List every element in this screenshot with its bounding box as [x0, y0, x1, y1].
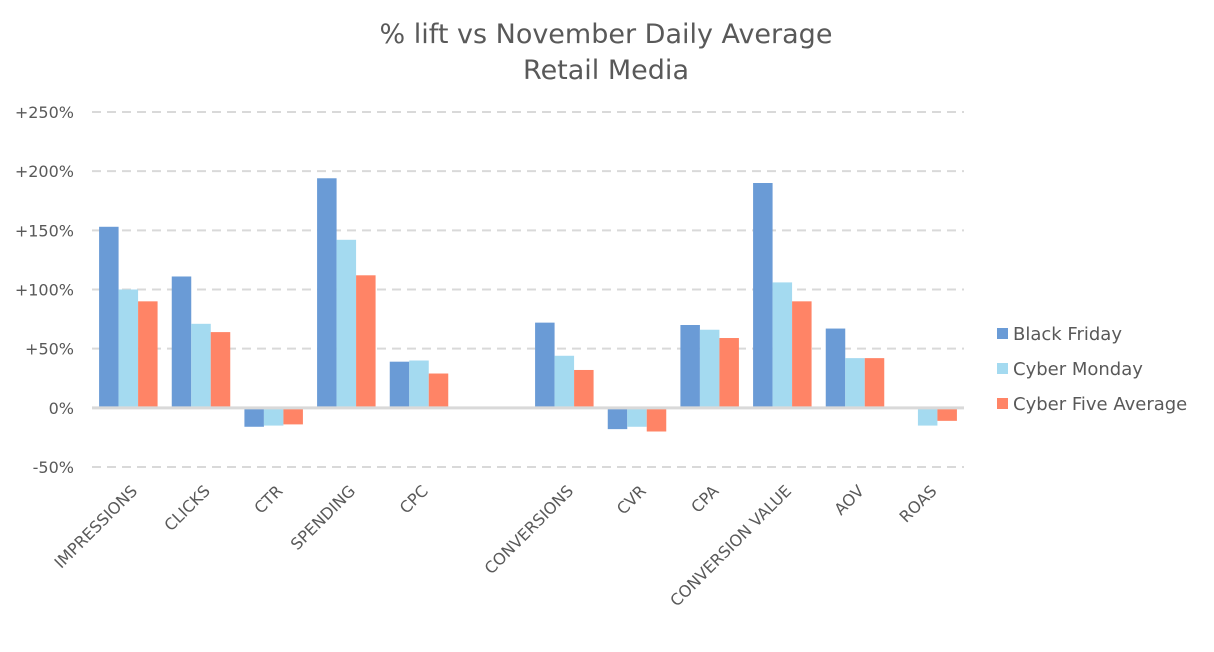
x-category-label: CTR	[250, 481, 286, 517]
bar	[138, 301, 158, 408]
bar	[283, 407, 303, 425]
y-tick-label: -50%	[33, 458, 74, 477]
x-axis-categories: IMPRESSIONS CLICKS CTR SPENDING CPC CONVERSIO…	[51, 481, 941, 610]
y-tick-label: +150%	[15, 221, 74, 240]
bar	[699, 329, 720, 408]
x-category-label: CLICKS	[160, 481, 213, 534]
bar	[336, 239, 357, 408]
bar	[535, 322, 555, 408]
y-axis-ticks: -50% 0% +50% +100% +150% +200% +250%	[15, 103, 74, 477]
chart-title: % lift vs November Daily Average	[380, 19, 833, 50]
y-tick-label: +250%	[15, 103, 74, 122]
bar	[191, 323, 211, 408]
legend-label: Cyber Monday	[1013, 359, 1143, 380]
legend: Black Friday Cyber Monday Cyber Five Avera…	[997, 324, 1187, 415]
bar	[263, 407, 284, 426]
legend-swatch	[997, 398, 1008, 409]
bars	[99, 178, 957, 432]
bar	[845, 358, 865, 408]
bar	[118, 289, 139, 408]
bar	[825, 328, 846, 408]
chart-subtitle: Retail Media	[523, 55, 689, 86]
bar	[317, 178, 337, 408]
y-tick-label: 0%	[49, 399, 74, 418]
x-category-label: CPA	[687, 481, 722, 516]
gridlines	[92, 111, 964, 468]
legend-swatch	[997, 328, 1008, 339]
bar	[753, 183, 773, 408]
bar	[772, 282, 793, 408]
y-tick-label: +50%	[25, 340, 74, 359]
bar	[99, 226, 119, 408]
bar	[356, 275, 376, 408]
bar	[719, 338, 739, 408]
legend-swatch	[997, 363, 1008, 374]
x-category-label: CPC	[396, 481, 432, 517]
bar	[937, 407, 957, 421]
legend-label: Black Friday	[1013, 324, 1122, 345]
x-category-label: CONVERSION VALUE	[666, 481, 795, 610]
bar	[646, 407, 667, 432]
bar	[574, 369, 594, 408]
bar	[409, 360, 429, 408]
bar	[864, 358, 885, 408]
x-category-label: CVR	[613, 481, 650, 518]
bar	[917, 407, 938, 426]
bar	[792, 301, 812, 408]
x-category-label: IMPRESSIONS	[51, 481, 142, 572]
bar	[428, 373, 449, 408]
y-tick-label: +200%	[15, 162, 74, 181]
bar	[627, 407, 647, 427]
x-category-label: CONVERSIONS	[481, 481, 578, 578]
legend-label: Cyber Five Average	[1013, 394, 1187, 415]
bar	[554, 355, 575, 408]
x-category-label: AOV	[830, 481, 867, 518]
bar	[389, 361, 410, 408]
bar	[244, 407, 264, 427]
bar	[607, 407, 628, 430]
x-category-label: SPENDING	[287, 481, 359, 553]
y-tick-label: +100%	[15, 281, 74, 300]
x-category-label: ROAS	[896, 481, 941, 526]
bar	[171, 276, 192, 408]
bar	[680, 325, 700, 408]
bar	[210, 332, 231, 408]
